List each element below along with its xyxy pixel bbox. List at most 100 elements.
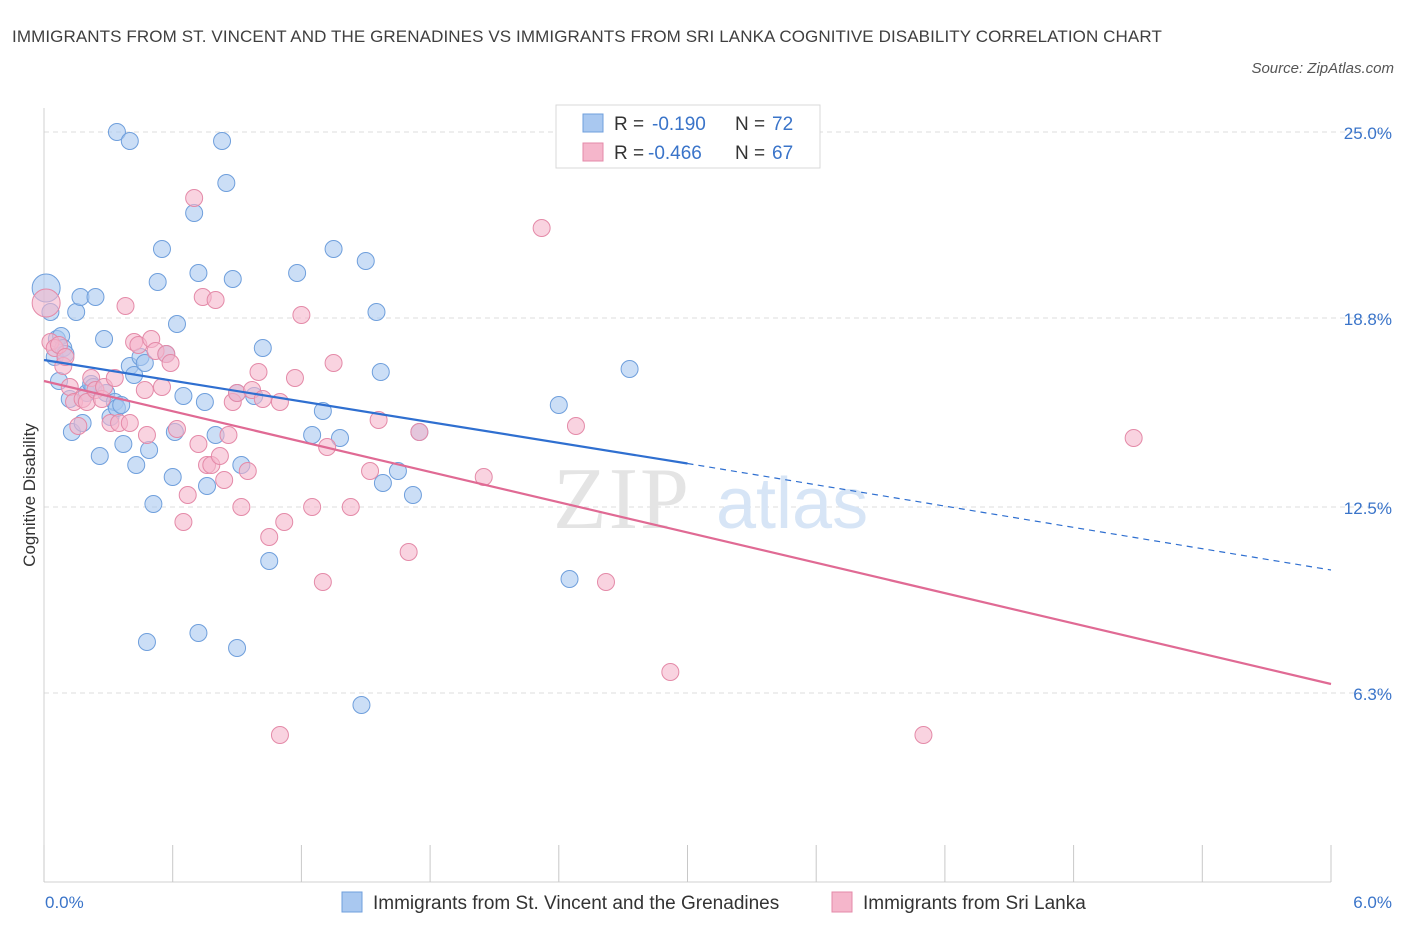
point-sri-lanka-33 [189,435,208,453]
point-sri-lanka-65 [596,573,615,591]
point-sri-lanka-30 [174,513,193,531]
series-legend: Immigrants from St. Vincent and the Gren… [341,891,1086,914]
point-st-vincent-18 [95,330,114,348]
y-tick-labels: 6.3% 12.5% 18.8% 25.0% [1344,124,1392,704]
point-sri-lanka-52 [292,306,311,324]
point-st-vincent-70 [189,624,208,642]
point-sri-lanka-28 [161,354,180,372]
point-st-vincent-69 [137,633,156,651]
point-st-vincent-39 [185,204,204,222]
point-st-vincent-40 [189,264,208,282]
point-st-vincent-72 [352,696,371,714]
point-sri-lanka-57 [341,498,360,516]
point-st-vincent-31 [144,495,163,513]
point-sri-lanka-68 [1124,429,1143,447]
legend-n-label-1: N = [735,114,765,135]
x-tick-labels: 0.0% 6.0% [45,893,1392,912]
point-st-vincent-10 [67,303,86,321]
legend-swatch-blue [582,113,604,133]
point-sri-lanka-53 [303,498,322,516]
point-sri-lanka-38 [210,447,229,465]
point-st-vincent-45 [217,174,236,192]
y-tick-label-1: 12.5% [1344,499,1392,518]
trend-lines [43,358,1332,686]
series-legend-swatch-blue [341,891,363,913]
point-sri-lanka-66 [661,663,680,681]
point-st-vincent-17 [90,447,109,465]
point-st-vincent-24 [114,435,133,453]
point-sri-lanka-37 [206,291,225,309]
point-sri-lanka-50 [275,513,294,531]
series-legend-swatch-pink [831,891,853,913]
point-st-vincent-30 [140,441,159,459]
correlation-legend: R = -0.190 N = 72 R = -0.466 N = 67 [555,104,821,169]
point-sri-lanka-39 [215,471,234,489]
point-sri-lanka-60 [399,543,418,561]
trend-line-sri-lanka [43,379,1332,686]
watermark-atlas: atlas [716,464,868,544]
trend-line-st-vincent-extension [687,462,1332,571]
y-axis-title: Cognitive Disability [20,423,39,567]
point-sri-lanka-40 [219,426,238,444]
point-st-vincent-67 [107,123,126,141]
point-st-vincent-32 [148,273,167,291]
legend-swatch-pink [582,142,604,162]
point-st-vincent-44 [213,132,232,150]
point-st-vincent-56 [331,429,350,447]
point-sri-lanka-23 [137,426,156,444]
series-legend-label-pink: Immigrants from Sri Lanka [863,893,1086,914]
point-st-vincent-11 [71,288,90,306]
point-sri-lanka-64 [566,417,585,435]
point-sri-lanka-31 [178,486,197,504]
point-sri-lanka-61 [410,423,429,441]
series-legend-label-blue: Immigrants from St. Vincent and the Gren… [373,893,779,914]
point-st-vincent-62 [403,486,422,504]
point-sri-lanka-46 [249,363,268,381]
point-st-vincent-52 [288,264,307,282]
source-label: Source: ZipAtlas.com [1251,60,1394,77]
axes [43,108,1332,883]
x-tick-label-1: 6.0% [1353,893,1392,912]
point-sri-lanka-43 [232,498,251,516]
legend-n-value-2: 67 [772,143,793,164]
gridlines [44,131,1392,694]
trend-line-st-vincent [43,358,688,465]
point-st-vincent-16 [86,288,105,306]
point-sri-lanka-0 [31,288,61,318]
point-sri-lanka-26 [152,378,171,396]
point-sri-lanka-54 [313,573,332,591]
point-st-vincent-71 [228,639,247,657]
point-st-vincent-27 [127,456,146,474]
point-st-vincent-58 [367,303,386,321]
point-sri-lanka-16 [105,369,124,387]
point-st-vincent-65 [560,570,579,588]
point-sri-lanka-47 [253,390,272,408]
point-st-vincent-68 [120,132,139,150]
point-sri-lanka-22 [135,381,154,399]
point-st-vincent-51 [260,552,279,570]
point-st-vincent-46 [223,270,242,288]
legend-r-value-1: -0.190 [652,114,706,135]
legend-n-label-2: N = [735,143,765,164]
chart-title: IMMIGRANTS FROM ST. VINCENT AND THE GREN… [12,27,1162,46]
point-sri-lanka-48 [260,528,279,546]
point-sri-lanka-18 [116,297,135,315]
point-sri-lanka-69 [270,726,289,744]
watermark-zip: ZIP [553,451,691,548]
y-tick-label-0: 6.3% [1353,685,1392,704]
point-sri-lanka-32 [185,189,204,207]
legend-r-value-2: -0.466 [648,143,702,164]
x-tick-label-0: 0.0% [45,893,84,912]
point-st-vincent-33 [152,240,171,258]
point-st-vincent-50 [253,339,272,357]
point-st-vincent-37 [167,315,186,333]
point-sri-lanka-51 [285,369,304,387]
watermark: ZIP atlas [553,451,868,548]
point-st-vincent-64 [549,396,568,414]
point-st-vincent-60 [373,474,392,492]
point-sri-lanka-67 [914,726,933,744]
point-sri-lanka-8 [69,417,88,435]
point-sri-lanka-44 [238,462,257,480]
point-st-vincent-29 [135,354,154,372]
